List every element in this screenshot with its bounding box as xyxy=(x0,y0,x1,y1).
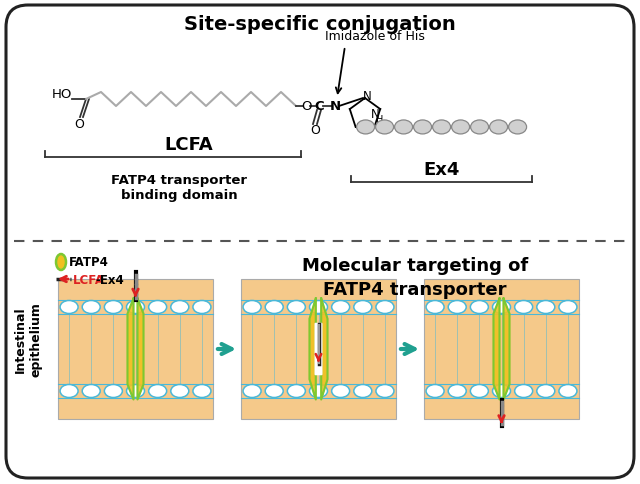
Text: N: N xyxy=(371,107,380,121)
Text: N: N xyxy=(363,90,371,102)
Ellipse shape xyxy=(332,301,349,314)
Ellipse shape xyxy=(104,301,122,314)
Ellipse shape xyxy=(287,385,305,398)
Text: N: N xyxy=(330,100,340,113)
Ellipse shape xyxy=(193,301,211,314)
Ellipse shape xyxy=(515,385,532,398)
Ellipse shape xyxy=(127,301,145,314)
Ellipse shape xyxy=(60,301,78,314)
Ellipse shape xyxy=(470,121,488,135)
Text: LCFA: LCFA xyxy=(164,136,213,154)
Ellipse shape xyxy=(395,121,413,135)
Text: -Ex4: -Ex4 xyxy=(95,273,124,286)
Ellipse shape xyxy=(354,385,372,398)
Ellipse shape xyxy=(243,385,261,398)
Text: Ex4: Ex4 xyxy=(424,161,460,179)
FancyBboxPatch shape xyxy=(241,279,396,419)
FancyBboxPatch shape xyxy=(314,323,323,376)
Text: FATP4: FATP4 xyxy=(69,256,109,269)
Ellipse shape xyxy=(376,301,394,314)
Text: Molecular targeting of
FATP4 transporter: Molecular targeting of FATP4 transporter xyxy=(302,257,528,298)
Ellipse shape xyxy=(310,301,328,314)
Ellipse shape xyxy=(559,301,577,314)
Text: Imidazole of His: Imidazole of His xyxy=(325,30,425,44)
Ellipse shape xyxy=(493,301,511,314)
Ellipse shape xyxy=(448,385,466,398)
Ellipse shape xyxy=(265,385,284,398)
Ellipse shape xyxy=(470,301,488,314)
Ellipse shape xyxy=(376,121,394,135)
Ellipse shape xyxy=(559,385,577,398)
Text: O: O xyxy=(74,117,84,130)
Ellipse shape xyxy=(452,121,470,135)
Ellipse shape xyxy=(193,385,211,398)
Ellipse shape xyxy=(82,301,100,314)
Polygon shape xyxy=(138,299,143,400)
Ellipse shape xyxy=(148,385,166,398)
Ellipse shape xyxy=(56,255,66,271)
FancyBboxPatch shape xyxy=(6,6,634,478)
Ellipse shape xyxy=(433,121,451,135)
Ellipse shape xyxy=(60,385,78,398)
Polygon shape xyxy=(504,299,509,400)
Text: FATP4 transporter
binding domain: FATP4 transporter binding domain xyxy=(111,174,247,201)
Ellipse shape xyxy=(127,385,145,398)
Text: Site-specific conjugation: Site-specific conjugation xyxy=(184,15,456,34)
Ellipse shape xyxy=(104,385,122,398)
Ellipse shape xyxy=(448,301,466,314)
Text: Intestinal
epithelium: Intestinal epithelium xyxy=(14,302,42,377)
Ellipse shape xyxy=(265,301,284,314)
Ellipse shape xyxy=(426,385,444,398)
Polygon shape xyxy=(310,299,316,400)
Text: HO: HO xyxy=(52,88,72,101)
Ellipse shape xyxy=(413,121,431,135)
Ellipse shape xyxy=(82,385,100,398)
Ellipse shape xyxy=(171,301,189,314)
Ellipse shape xyxy=(537,301,555,314)
Ellipse shape xyxy=(356,121,374,135)
Ellipse shape xyxy=(171,385,189,398)
FancyBboxPatch shape xyxy=(58,279,213,419)
Ellipse shape xyxy=(287,301,305,314)
Ellipse shape xyxy=(515,301,532,314)
Text: O: O xyxy=(301,100,311,113)
Ellipse shape xyxy=(493,385,511,398)
Ellipse shape xyxy=(354,301,372,314)
Text: C: C xyxy=(314,100,324,113)
Text: H: H xyxy=(376,115,383,125)
Text: O: O xyxy=(310,124,320,137)
Text: LCFA: LCFA xyxy=(73,273,105,286)
FancyBboxPatch shape xyxy=(424,279,579,419)
Ellipse shape xyxy=(426,301,444,314)
Ellipse shape xyxy=(376,385,394,398)
Ellipse shape xyxy=(332,385,349,398)
Ellipse shape xyxy=(243,301,261,314)
Ellipse shape xyxy=(509,121,527,135)
Ellipse shape xyxy=(310,385,328,398)
Ellipse shape xyxy=(490,121,508,135)
Ellipse shape xyxy=(470,385,488,398)
Polygon shape xyxy=(127,299,134,400)
Ellipse shape xyxy=(148,301,166,314)
Ellipse shape xyxy=(537,385,555,398)
Polygon shape xyxy=(493,299,499,400)
Polygon shape xyxy=(321,299,328,400)
